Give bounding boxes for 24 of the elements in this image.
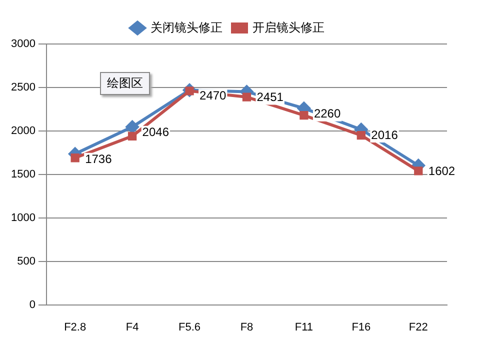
y-tick-label: 2500 — [10, 82, 36, 94]
x-tick-label: F5.6 — [178, 321, 201, 334]
y-tick-label: 500 — [17, 255, 36, 268]
x-tick-label: F8 — [240, 321, 254, 334]
y-tick-label: 0 — [29, 298, 36, 311]
x-tick-label: F11 — [294, 321, 314, 334]
y-tick-label: 1000 — [10, 212, 36, 224]
data-label: 2451 — [256, 90, 284, 104]
data-label: 1736 — [85, 152, 112, 166]
y-tick-label: 3000 — [10, 38, 36, 50]
x-tick-label: F4 — [126, 321, 139, 334]
x-tick-label: F22 — [408, 321, 428, 334]
data-label: 1602 — [428, 164, 456, 178]
data-label: 2046 — [142, 125, 170, 140]
legend-label: 关闭镜头修正 — [150, 20, 222, 34]
legend-label: 开启镜头修正 — [252, 20, 324, 34]
y-tick-label: 2000 — [10, 124, 36, 137]
annotation: 绘图区 — [100, 72, 150, 95]
data-label: 2260 — [314, 106, 341, 121]
data-label: 2016 — [371, 128, 398, 142]
data-label: 2470 — [200, 88, 227, 102]
x-tick-label: F2.8 — [64, 321, 86, 334]
x-tick-label: F16 — [352, 321, 371, 334]
y-tick-label: 1500 — [10, 168, 36, 180]
